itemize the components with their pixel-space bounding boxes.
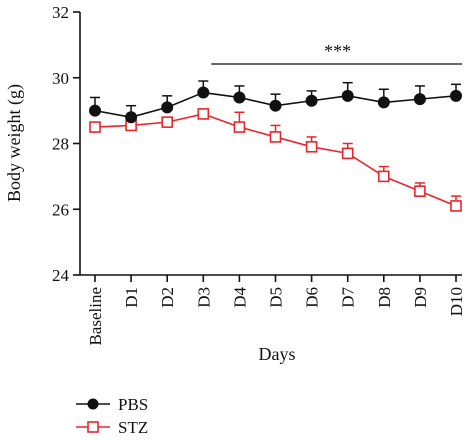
y-tick-label: 30 (52, 69, 69, 88)
pbs-point (197, 86, 210, 99)
significance-label: *** (324, 41, 351, 61)
y-ticks: 24 26 28 30 32 (52, 3, 80, 285)
pbs-point (450, 89, 462, 102)
x-tick-label: D3 (194, 287, 213, 308)
pbs-point (341, 89, 354, 102)
series-pbs (89, 80, 462, 124)
legend-pbs-marker (87, 398, 99, 410)
stz-point (377, 170, 390, 183)
axes (79, 12, 462, 276)
pbs-point (413, 93, 426, 106)
x-tick-label: D8 (375, 287, 394, 308)
pbs-point (125, 111, 138, 124)
stz-point (197, 108, 210, 120)
y-tick-label: 24 (52, 266, 70, 285)
legend-pbs-label: PBS (118, 395, 148, 414)
x-tick-label: D4 (230, 287, 249, 308)
stz-point (414, 185, 426, 197)
series-stz (89, 108, 462, 212)
pbs-point (233, 91, 246, 104)
pbs-point (269, 99, 282, 112)
series-layer (89, 80, 462, 212)
x-axis-title: Days (259, 344, 296, 364)
x-tick-label: Baseline (86, 287, 105, 346)
y-axis-title: Body weight (g) (4, 84, 25, 202)
y-tick-label: 26 (52, 200, 69, 219)
legend-item-pbs: PBS (76, 395, 148, 414)
pbs-point (377, 96, 390, 109)
significance-marker: *** (211, 41, 462, 65)
stz-point (341, 147, 354, 160)
y-tick-label: 32 (52, 3, 69, 22)
x-tick-label: D5 (267, 287, 286, 308)
x-ticks: Baseline D1 D2 D3 D4 D5 D6 D7 D8 D9 D10 (86, 275, 466, 346)
legend: PBS STZ (76, 395, 148, 437)
x-tick-label: D10 (447, 287, 466, 316)
stz-point (450, 200, 462, 212)
y-tick-label: 28 (52, 135, 69, 154)
pbs-point (89, 104, 101, 117)
stz-point (89, 121, 101, 133)
stz-point (161, 116, 173, 128)
x-tick-label: D9 (411, 287, 430, 308)
legend-stz-label: STZ (118, 418, 148, 437)
x-tick-label: D1 (122, 287, 141, 308)
x-tick-label: D6 (303, 287, 322, 308)
legend-stz-marker (87, 421, 99, 433)
stz-point (305, 140, 318, 153)
pbs-point (161, 101, 174, 114)
stz-point (233, 121, 246, 133)
x-tick-label: D7 (339, 287, 358, 308)
x-tick-label: D2 (158, 287, 177, 308)
legend-item-stz: STZ (76, 418, 148, 437)
stz-point (269, 131, 282, 143)
pbs-point (305, 94, 318, 107)
